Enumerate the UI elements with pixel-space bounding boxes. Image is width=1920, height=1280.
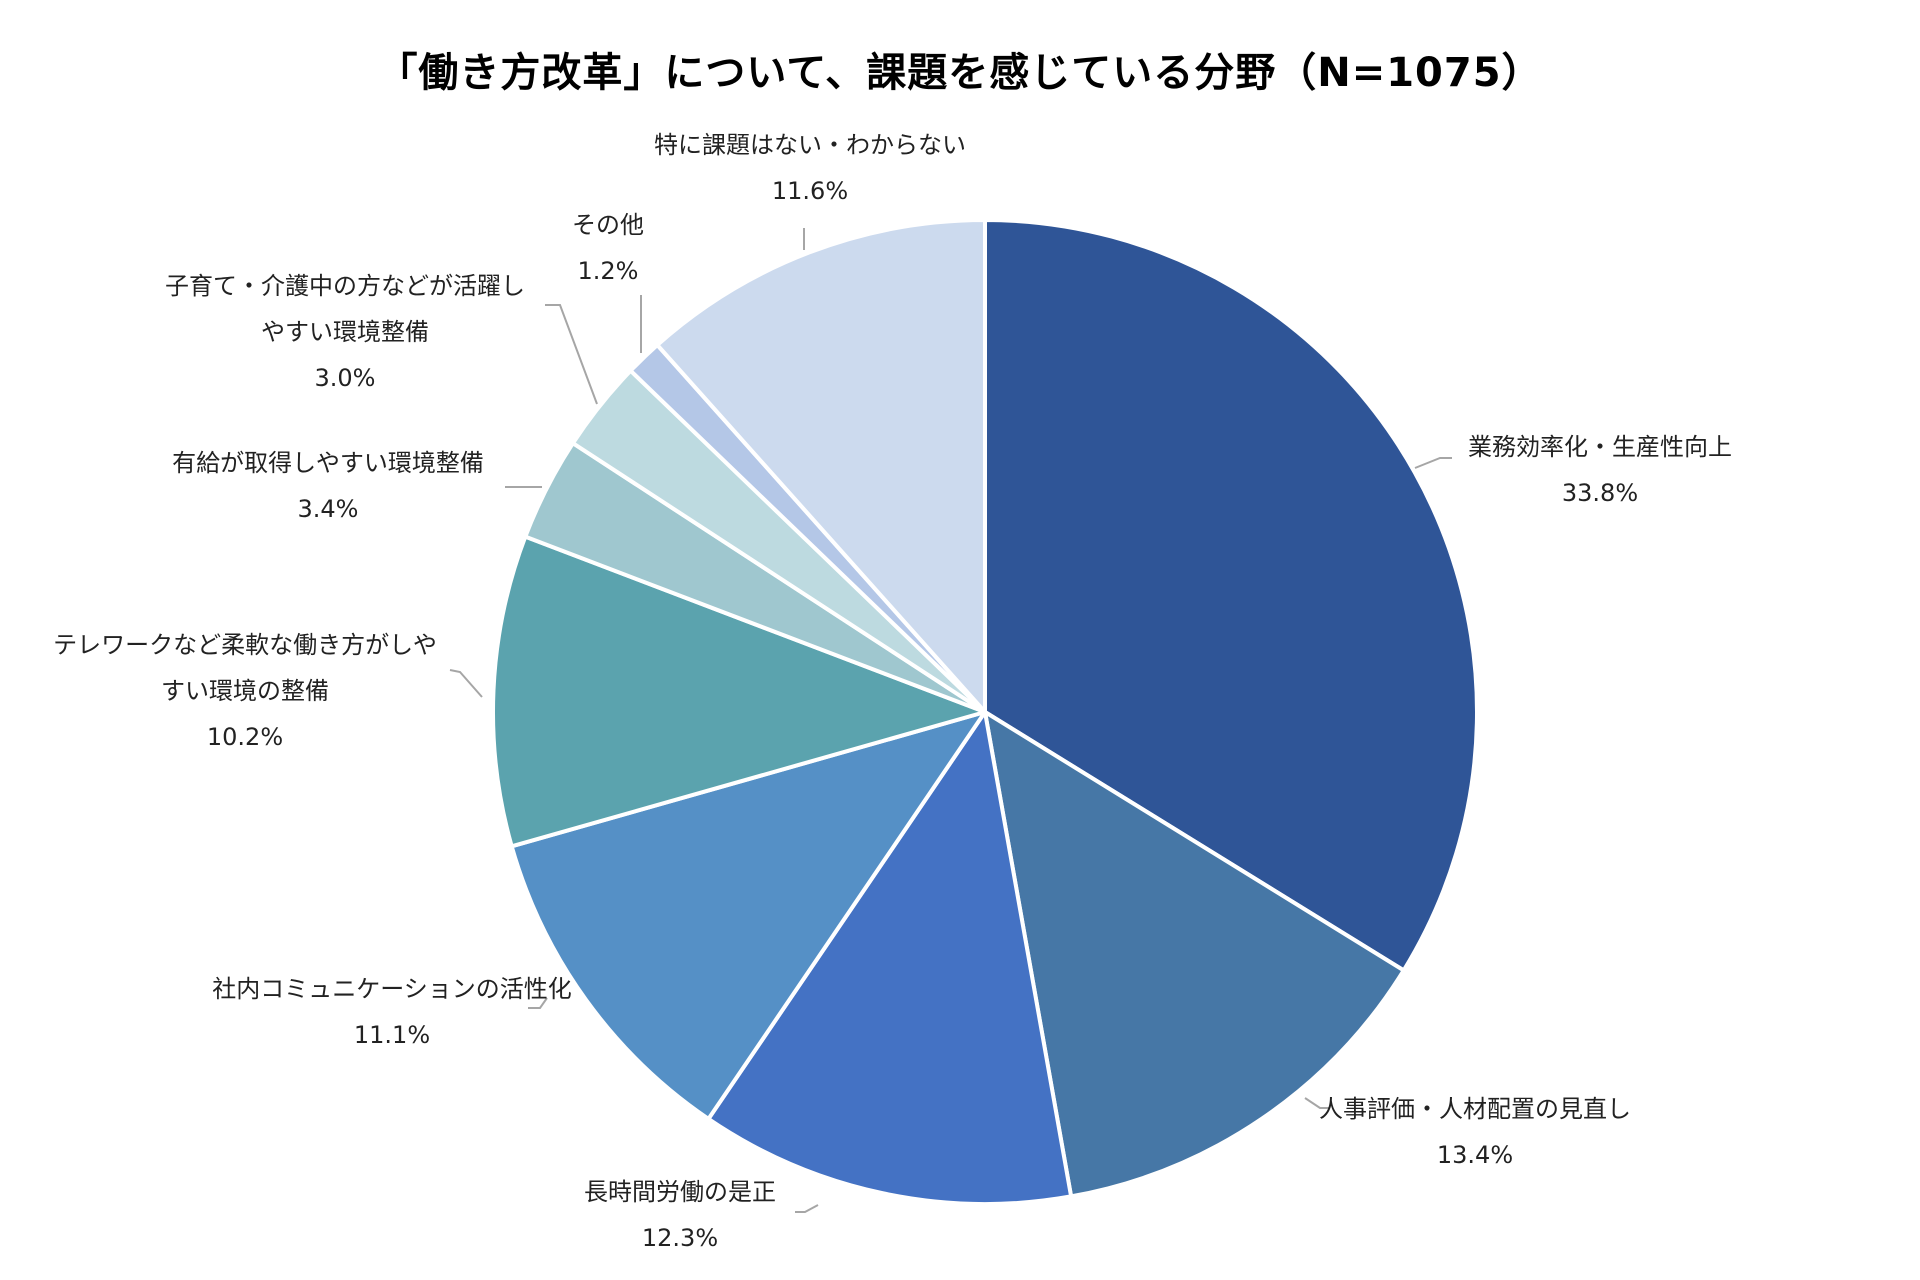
pie-slice-2 bbox=[706, 710, 1074, 1206]
slice-category-label-7: その他 bbox=[572, 211, 644, 239]
slice-labels: 業務効率化・生産性向上 33.8% 人事評価・人材配置の見直し 13.4% 長時間労働の… bbox=[53, 131, 1732, 1252]
leader-line-6 bbox=[545, 304, 598, 405]
pie-slice-8 bbox=[655, 218, 987, 714]
slice-value-label-0: 33.8% bbox=[1562, 479, 1638, 507]
slice-category-label-3: 社内コミュニケーションの活性化 bbox=[212, 975, 572, 1003]
slice-category-label-4: テレワークなど柔軟な働き方がしや bbox=[53, 631, 437, 659]
slice-value-label-6: 3.0% bbox=[315, 364, 376, 392]
slice-value-label-3: 11.1% bbox=[354, 1021, 430, 1049]
leader-line-2 bbox=[795, 1204, 819, 1213]
chart-title: 「働き方改革」について、課題を感じている分野（N=1075） bbox=[377, 50, 1543, 96]
slice-category-label-8: 特に課題はない・わからない bbox=[654, 131, 966, 159]
slice-value-label-5: 3.4% bbox=[298, 495, 359, 523]
slice-value-label-7: 1.2% bbox=[578, 257, 639, 285]
leader-line-0 bbox=[1414, 457, 1452, 469]
pie-slice-4 bbox=[491, 534, 987, 849]
slice-category-label-5: 有給が取得しやすい環境整備 bbox=[172, 449, 484, 477]
pie-slice-0 bbox=[983, 218, 1479, 973]
slice-value-label-2: 12.3% bbox=[642, 1224, 718, 1252]
slice-category-label-1: 人事評価・人材配置の見直し bbox=[1319, 1095, 1631, 1123]
slice-category-label-2: 長時間労働の是正 bbox=[584, 1178, 776, 1206]
leader-lines bbox=[449, 228, 1452, 1213]
slice-category-label-0: 業務効率化・生産性向上 bbox=[1468, 433, 1732, 461]
slice-value-label-4: 10.2% bbox=[207, 723, 283, 751]
leader-line-3 bbox=[528, 997, 548, 1009]
slice-category-label-4: すい環境の整備 bbox=[161, 677, 329, 705]
leader-line-4 bbox=[449, 669, 483, 698]
pie-slices bbox=[491, 218, 1479, 1206]
pie-slice-1 bbox=[983, 710, 1406, 1199]
slice-category-label-6: やすい環境整備 bbox=[261, 318, 429, 346]
leader-line-1 bbox=[1304, 1097, 1330, 1109]
slice-category-label-6: 子育て・介護中の方などが活躍し bbox=[165, 272, 525, 300]
slice-value-label-1: 13.4% bbox=[1437, 1141, 1513, 1169]
slice-value-label-8: 11.6% bbox=[772, 177, 848, 205]
